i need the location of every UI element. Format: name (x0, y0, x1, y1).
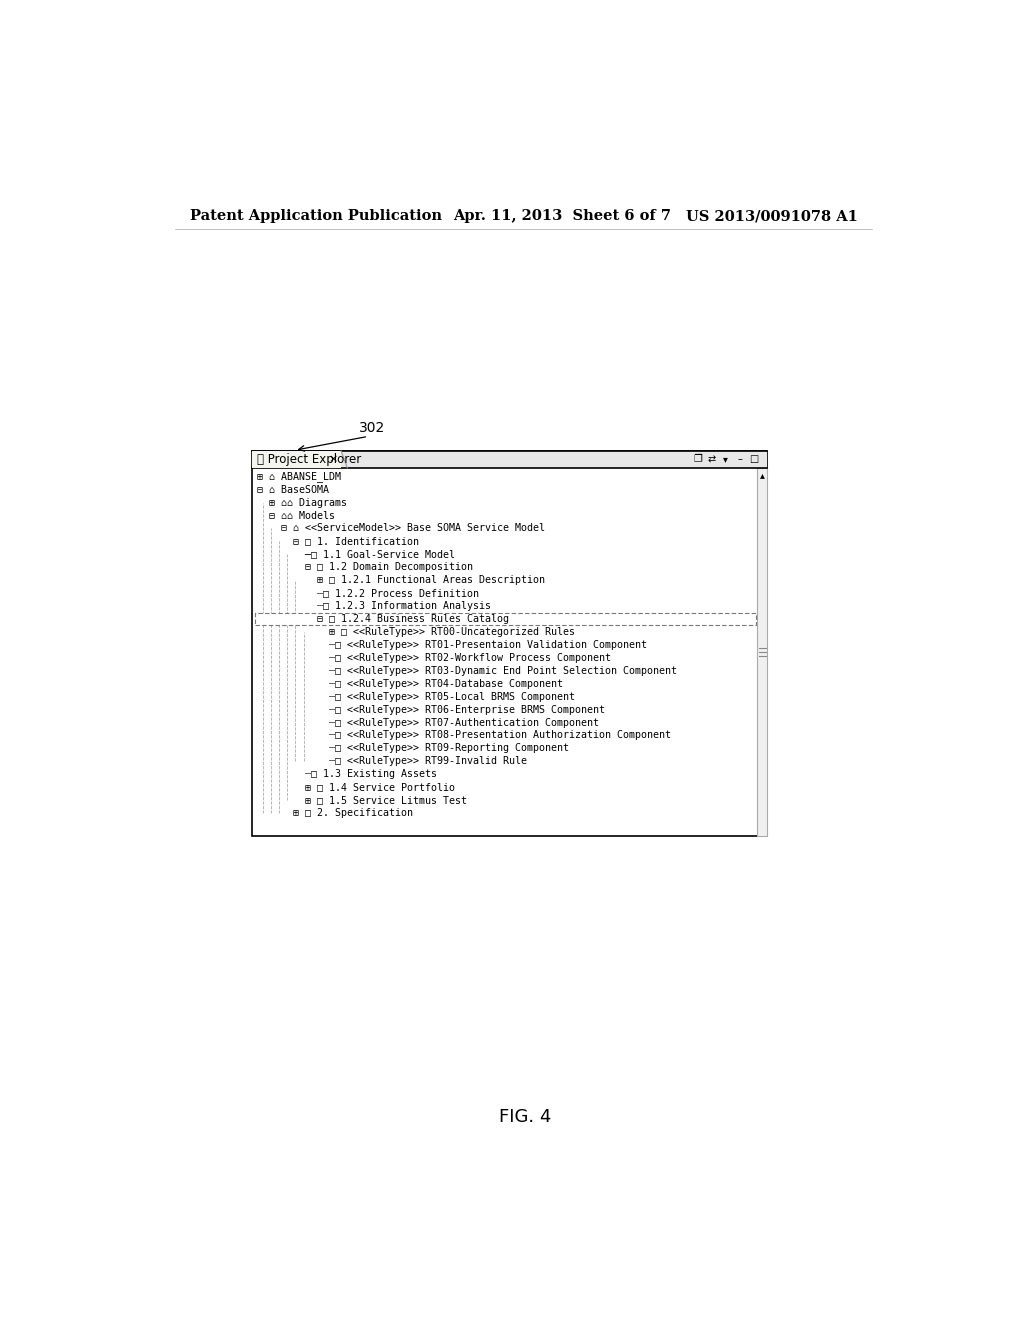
Text: □: □ (749, 454, 758, 465)
Text: ⊞ ⌂ ABANSE_LDM: ⊞ ⌂ ABANSE_LDM (257, 471, 341, 482)
Text: ⊞ □ 1.2.1 Functional Areas Description: ⊞ □ 1.2.1 Functional Areas Description (257, 576, 545, 585)
Text: ┄□ <<RuleType>> RT09-Reporting Component: ┄□ <<RuleType>> RT09-Reporting Component (257, 743, 568, 754)
Text: ⊞ □ <<RuleType>> RT00-Uncategorized Rules: ⊞ □ <<RuleType>> RT00-Uncategorized Rule… (257, 627, 574, 638)
Text: ┄□ <<RuleType>> RT99-Invalid Rule: ┄□ <<RuleType>> RT99-Invalid Rule (257, 756, 526, 767)
Text: ⎙ Project Explorer: ⎙ Project Explorer (257, 453, 360, 466)
Text: ⊟ ⌂ BaseSOMA: ⊟ ⌂ BaseSOMA (257, 484, 329, 495)
Text: ┄□ <<RuleType>> RT04-Database Component: ┄□ <<RuleType>> RT04-Database Component (257, 678, 562, 689)
Text: ⇄: ⇄ (708, 454, 716, 465)
Text: ⊟ □ 1.2 Domain Decomposition: ⊟ □ 1.2 Domain Decomposition (257, 562, 473, 573)
Text: ▾: ▾ (723, 454, 728, 465)
Text: ⊟ □ 1.2.4 Business Rules Catalog: ⊟ □ 1.2.4 Business Rules Catalog (257, 614, 509, 624)
Text: ⊟ ⌂⌂ Models: ⊟ ⌂⌂ Models (257, 511, 335, 520)
Text: ┄□ <<RuleType>> RT03-Dynamic End Point Selection Component: ┄□ <<RuleType>> RT03-Dynamic End Point S… (257, 665, 677, 676)
Text: FIG. 4: FIG. 4 (499, 1107, 551, 1126)
Text: ┄□ 1.2.2 Process Definition: ┄□ 1.2.2 Process Definition (257, 589, 478, 598)
Text: ⊞ □ 2. Specification: ⊞ □ 2. Specification (257, 808, 413, 818)
Text: –: – (737, 454, 742, 465)
Text: ┄□ <<RuleType>> RT02-Workflow Process Component: ┄□ <<RuleType>> RT02-Workflow Process Co… (257, 653, 610, 663)
Bar (252, 451, 341, 469)
Text: ❐: ❐ (693, 454, 702, 465)
Text: ⊟ ⌂ <<ServiceModel>> Base SOMA Service Model: ⊟ ⌂ <<ServiceModel>> Base SOMA Service M… (257, 524, 545, 533)
Text: Apr. 11, 2013  Sheet 6 of 7: Apr. 11, 2013 Sheet 6 of 7 (454, 209, 672, 223)
Text: ⊞ ⌂⌂ Diagrams: ⊞ ⌂⌂ Diagrams (257, 498, 347, 508)
Text: ┄□ <<RuleType>> RT08-Presentation Authorization Component: ┄□ <<RuleType>> RT08-Presentation Author… (257, 730, 671, 741)
Bar (252, 451, 767, 469)
Bar (758, 469, 767, 836)
Text: ┄□ <<RuleType>> RT01-Presentaion Validation Component: ┄□ <<RuleType>> RT01-Presentaion Validat… (257, 640, 646, 649)
Text: ┄□ <<RuleType>> RT05-Local BRMS Component: ┄□ <<RuleType>> RT05-Local BRMS Componen… (257, 692, 574, 702)
Text: ┄□ <<RuleType>> RT06-Enterprise BRMS Component: ┄□ <<RuleType>> RT06-Enterprise BRMS Com… (257, 705, 604, 714)
Text: ▴: ▴ (760, 470, 765, 480)
Text: ─□ 1.1 Goal-Service Model: ─□ 1.1 Goal-Service Model (257, 549, 455, 560)
Text: ⊞ □ 1.5 Service Litmus Test: ⊞ □ 1.5 Service Litmus Test (257, 795, 467, 805)
Bar (252, 451, 767, 836)
Text: ×: × (329, 454, 338, 465)
Text: US 2013/0091078 A1: US 2013/0091078 A1 (686, 209, 858, 223)
Text: ⊞ □ 1.4 Service Portfolio: ⊞ □ 1.4 Service Portfolio (257, 783, 455, 792)
Text: 302: 302 (359, 421, 385, 434)
Text: ⊟ □ 1. Identification: ⊟ □ 1. Identification (257, 536, 419, 546)
Text: ┄□ 1.3 Existing Assets: ┄□ 1.3 Existing Assets (257, 770, 436, 779)
Bar (255, 612, 756, 626)
Text: ┄□ <<RuleType>> RT07-Authentication Component: ┄□ <<RuleType>> RT07-Authentication Comp… (257, 718, 599, 727)
Text: Patent Application Publication: Patent Application Publication (190, 209, 442, 223)
Text: ┄□ 1.2.3 Information Analysis: ┄□ 1.2.3 Information Analysis (257, 601, 490, 611)
